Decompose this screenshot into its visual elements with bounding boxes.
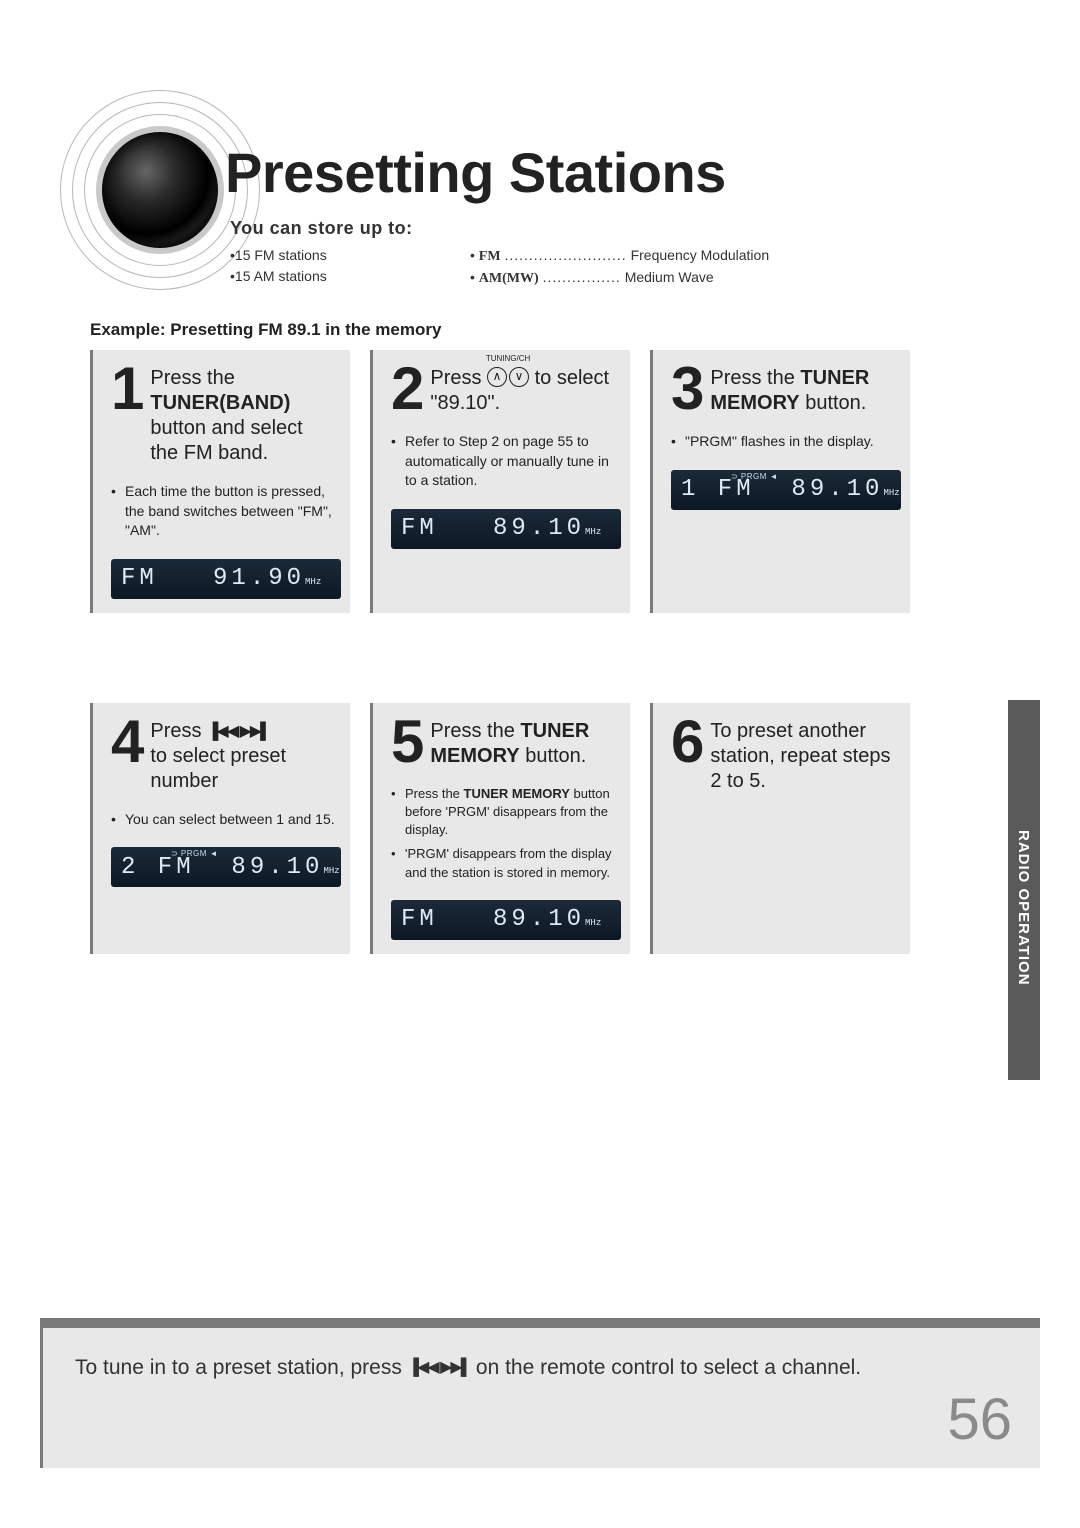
footer-note: To tune in to a preset station, press ▐◀…	[40, 1328, 1040, 1468]
step-3-num: 3	[671, 362, 704, 416]
step-1-text: Press the TUNER(BAND) button and select …	[150, 362, 336, 466]
manual-page: Presetting Stations You can store up to:…	[0, 0, 1080, 1528]
step-3-lcd: ⊃ PRGM ◄ 1 FM 89.10MHz	[671, 470, 901, 510]
step-2-text: Press TUNING/CH ∧ ∨ to select "89.10".	[430, 362, 616, 416]
step-1-lcd: FM 91.90MHz	[111, 559, 341, 599]
tune-up-icon: ∧	[487, 367, 507, 387]
prgm-indicator: ⊃ PRGM ◄	[731, 472, 778, 481]
steps-container: 1 Press the TUNER(BAND) button and selec…	[90, 350, 910, 1044]
fm-capacity: 15 FM stations	[235, 247, 327, 263]
step-4-bullet: You can select between 1 and 15.	[111, 810, 336, 830]
prgm-indicator: ⊃ PRGM ◄	[171, 849, 218, 858]
step-5-bullet-2: 'PRGM' disappears from the display and t…	[391, 845, 616, 881]
footer-text: To tune in to a preset station, press ▐◀…	[75, 1352, 1008, 1384]
store-capacity-left: •15 FM stations •15 AM stations	[230, 245, 327, 287]
step-5: 5 Press the TUNER MEMORY button. Press t…	[370, 703, 630, 954]
step-4-num: 4	[111, 715, 144, 769]
step-5-text: Press the TUNER MEMORY button.	[430, 715, 589, 769]
step-1: 1 Press the TUNER(BAND) button and selec…	[90, 350, 350, 613]
footer-separator	[40, 1318, 1040, 1328]
am-capacity: 15 AM stations	[235, 268, 327, 284]
step-2-bullet: Refer to Step 2 on page 55 to automatica…	[391, 432, 616, 491]
store-heading: You can store up to:	[230, 218, 413, 239]
skip-icons: ▐◀◀ ▶▶▌	[408, 1356, 470, 1380]
step-4-lcd: ⊃ PRGM ◄ 2 FM 89.10MHz	[111, 847, 341, 887]
am-desc: Medium Wave	[625, 269, 714, 285]
step-3: 3 Press the TUNER MEMORY button. "PRGM" …	[650, 350, 910, 613]
step-1-bullet: Each time the button is pressed, the ban…	[111, 482, 336, 541]
skip-icons: ▐◀◀ ▶▶▌	[207, 722, 269, 742]
store-capacity-right: • FM ......................... Frequency…	[470, 245, 769, 289]
step-row-1: 1 Press the TUNER(BAND) button and selec…	[90, 350, 910, 613]
tune-down-icon: ∨	[509, 367, 529, 387]
step-4: 4 Press ▐◀◀ ▶▶▌ to select preset number …	[90, 703, 350, 954]
step-4-text: Press ▐◀◀ ▶▶▌ to select preset number	[150, 715, 336, 794]
section-tab: RADIO OPERATION	[1015, 830, 1032, 986]
step-3-bullet: "PRGM" flashes in the display.	[671, 432, 896, 452]
step-6-text: To preset another station, repeat steps …	[710, 715, 896, 794]
am-label: AM(MW)	[479, 271, 539, 286]
step-5-lcd: FM 89.10MHz	[391, 900, 621, 940]
step-6-num: 6	[671, 715, 704, 769]
fm-label: FM	[479, 249, 501, 264]
example-heading: Example: Presetting FM 89.1 in the memor…	[90, 320, 441, 340]
step-3-text: Press the TUNER MEMORY button.	[710, 362, 869, 416]
step-2: 2 Press TUNING/CH ∧ ∨ to select "89.10".	[370, 350, 630, 613]
step-1-num: 1	[111, 362, 144, 416]
step-5-num: 5	[391, 715, 424, 769]
step-6: 6 To preset another station, repeat step…	[650, 703, 910, 954]
step-2-num: 2	[391, 362, 424, 416]
tuning-icon: TUNING/CH ∧ ∨	[487, 366, 529, 391]
fm-desc: Frequency Modulation	[631, 247, 770, 263]
page-number: 56	[947, 1386, 1012, 1453]
step-5-bullet-1: Press the TUNER MEMORY button before 'PR…	[391, 785, 616, 840]
page-title: Presetting Stations	[225, 140, 726, 205]
step-2-lcd: FM 89.10MHz	[391, 509, 621, 549]
step-row-2: 4 Press ▐◀◀ ▶▶▌ to select preset number …	[90, 703, 910, 954]
